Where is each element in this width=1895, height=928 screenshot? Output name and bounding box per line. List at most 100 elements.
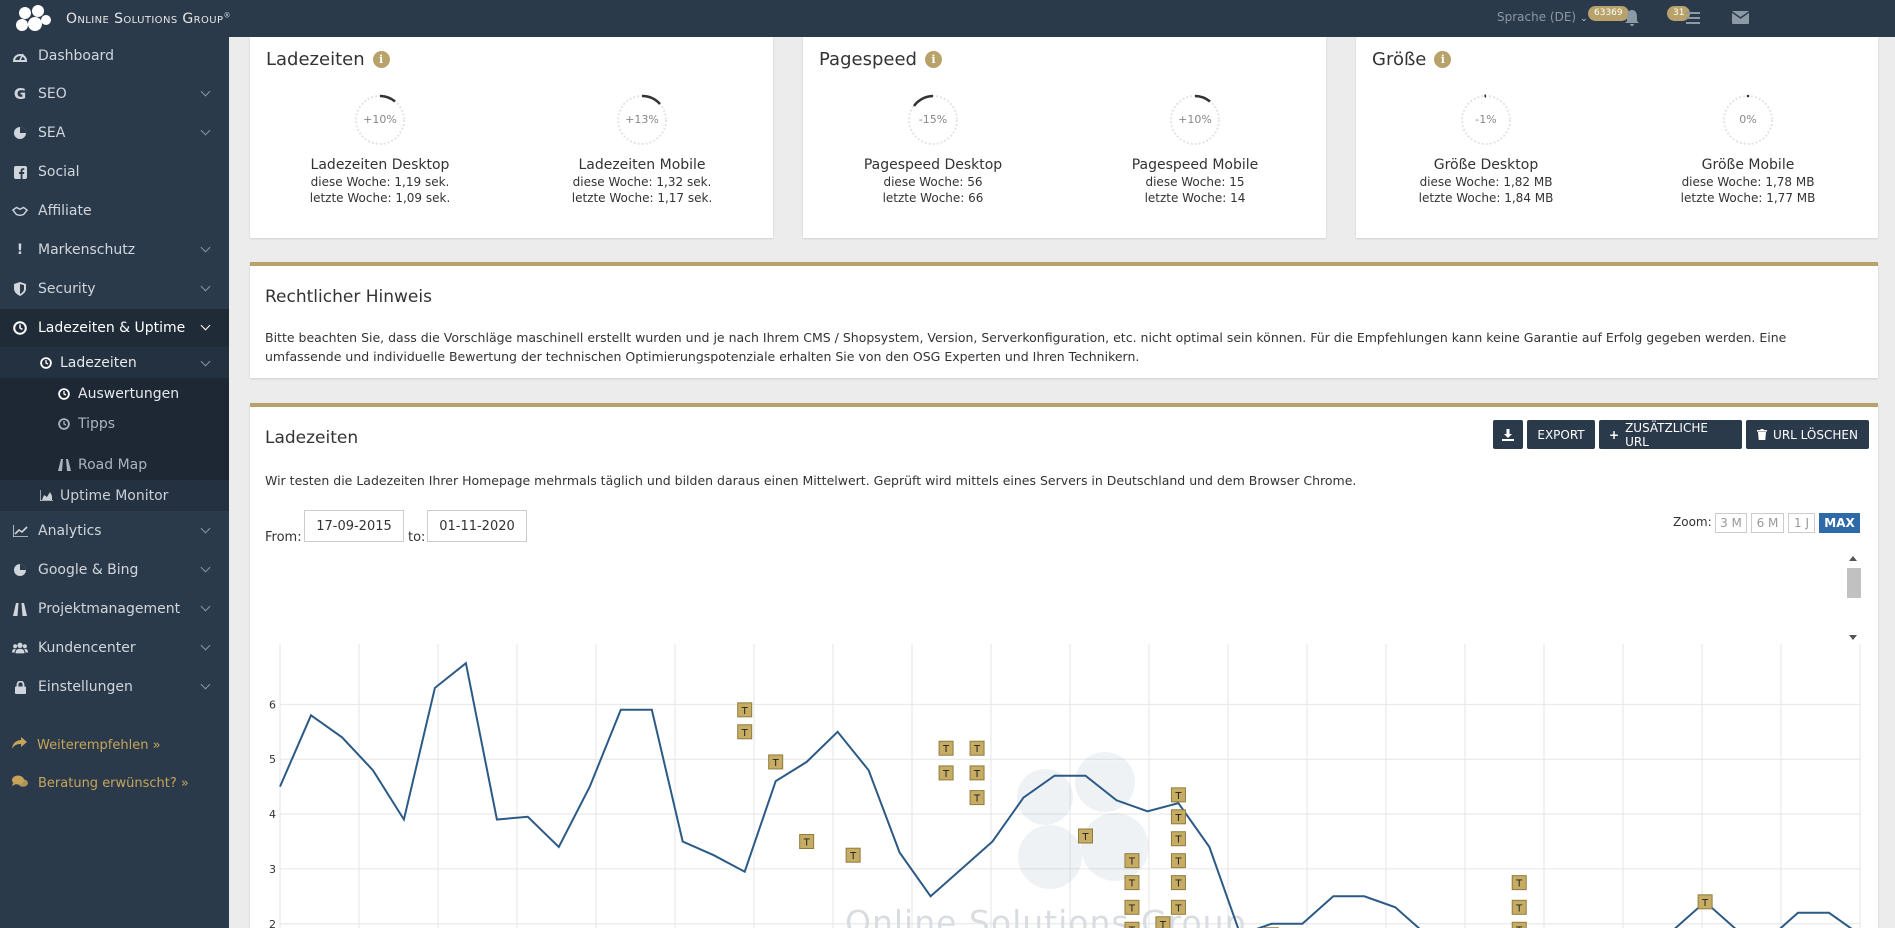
envelope-icon[interactable] (1732, 11, 1749, 24)
event-flag-label: T (803, 837, 811, 848)
pagespeed-card: Pagespeed i -15% Pagespeed Desktop diese … (803, 37, 1326, 238)
sidebar-item-ladezeiten-uptime[interactable]: Ladezeiten & Uptime (0, 309, 229, 347)
event-flag[interactable]: T (1170, 853, 1186, 869)
sidebar-sub-uptime-monitor[interactable]: Uptime Monitor (0, 480, 229, 511)
event-flag-box (737, 724, 753, 740)
y-tick-label: 4 (269, 808, 276, 821)
consult-link[interactable]: Beratung erwünscht? » (12, 775, 189, 792)
event-flag[interactable]: T (969, 740, 985, 756)
event-flag-box (969, 765, 985, 781)
recommend-link[interactable]: Weiterempfehlen » (12, 737, 161, 753)
event-flag[interactable]: T (1170, 875, 1186, 891)
delete-url-button[interactable]: URL LÖSCHEN (1746, 420, 1869, 449)
event-flag[interactable]: T (1511, 899, 1527, 915)
event-flag-box (1155, 916, 1171, 928)
download-button[interactable] (1493, 420, 1523, 449)
language-selector[interactable]: Sprache (DE) ⌄ (1497, 10, 1588, 24)
event-flag[interactable]: T (1124, 853, 1140, 869)
event-flag[interactable]: T (1170, 899, 1186, 915)
event-flag[interactable]: T (1170, 787, 1186, 803)
event-flag[interactable]: T (969, 790, 985, 806)
sidebar-item-analytics[interactable]: Analytics (0, 512, 229, 550)
chevron-up-icon (200, 320, 211, 331)
sidebar: Dashboard G SEO SEA Social Affiliate ! M… (0, 37, 229, 928)
zoom-3m-button[interactable]: 3 M (1715, 513, 1747, 533)
event-flag[interactable]: T (938, 765, 954, 781)
sidebar-item-seo[interactable]: G SEO (0, 75, 229, 113)
chevron-down-icon (200, 356, 211, 367)
event-flag-label: T (942, 769, 950, 780)
event-flag-box (969, 790, 985, 806)
clock-icon (58, 387, 72, 400)
osg-logo-icon[interactable] (14, 4, 52, 34)
gauge-ring: +10% (352, 92, 408, 148)
scroll-up-arrow[interactable] (1849, 556, 1857, 561)
sidebar-sub-roadmap[interactable]: Road Map (0, 450, 229, 480)
sidebar-item-kundencenter[interactable]: Kundencenter (0, 629, 229, 667)
event-flag[interactable]: T (1697, 894, 1713, 910)
sidebar-item-affiliate[interactable]: Affiliate (0, 192, 229, 230)
legal-notice-title: Rechtlicher Hinweis (265, 287, 432, 307)
event-flag[interactable]: T (737, 724, 753, 740)
metric-ladezeiten-desktop: +10% Ladezeiten Desktop diese Woche: 1,1… (260, 92, 500, 205)
sidebar-item-projektmanagement[interactable]: Projektmanagement (0, 590, 229, 628)
from-date-input[interactable]: 17-09-2015 (304, 510, 404, 542)
share-icon (12, 737, 27, 753)
event-flag[interactable]: T (1077, 828, 1093, 844)
event-flag-box (969, 740, 985, 756)
event-flag[interactable]: T (938, 740, 954, 756)
event-flag[interactable]: T (1511, 875, 1527, 891)
event-flag-box (1170, 831, 1186, 847)
groesse-card: Größe i -1% Größe Desktop diese Woche: 1,… (1356, 37, 1878, 238)
sidebar-item-markenschutz[interactable]: ! Markenschutz (0, 231, 229, 269)
zoom-6m-button[interactable]: 6 M (1751, 513, 1784, 533)
chart-description: Wir testen die Ladezeiten Ihrer Homepage… (265, 473, 1357, 488)
event-flag-label: T (942, 744, 950, 755)
event-flag[interactable]: T (845, 847, 861, 863)
zoom-1j-button[interactable]: 1 J (1788, 513, 1815, 533)
event-flag[interactable]: T (768, 754, 784, 770)
event-flag[interactable]: T (1170, 809, 1186, 825)
sidebar-item-social[interactable]: Social (0, 153, 229, 191)
tasks-badge: 31 (1667, 6, 1691, 21)
sidebar-sub-tipps[interactable]: Tipps (0, 409, 229, 439)
event-flag[interactable]: T (969, 765, 985, 781)
scroll-down-arrow[interactable] (1849, 635, 1857, 640)
event-flag[interactable]: T (1124, 875, 1140, 891)
sidebar-item-dashboard[interactable]: Dashboard (0, 37, 229, 75)
sidebar-item-sea[interactable]: SEA (0, 114, 229, 152)
scrollbar-thumb[interactable] (1847, 568, 1861, 598)
event-flag-label: T (973, 794, 981, 805)
event-flag[interactable]: T (1124, 921, 1140, 928)
event-flag-label: T (1159, 920, 1167, 928)
chart-watermark: Online Solutions Group (845, 903, 1247, 928)
sidebar-item-google-bing[interactable]: Google & Bing (0, 551, 229, 589)
sidebar-sub-auswertungen[interactable]: Auswertungen (0, 378, 229, 409)
export-button[interactable]: EXPORT (1527, 420, 1595, 449)
bell-icon[interactable] (1624, 9, 1640, 27)
event-flag-box (737, 702, 753, 718)
tasks-list-icon[interactable] (1686, 11, 1700, 25)
sidebar-item-security[interactable]: Security (0, 270, 229, 308)
event-flag[interactable]: T (737, 702, 753, 718)
sidebar-sub-ladezeiten[interactable]: Ladezeiten (0, 347, 229, 378)
gauge-ring: +13% (614, 92, 670, 148)
to-date-input[interactable]: 01-11-2020 (427, 510, 527, 542)
event-flag[interactable]: T (1124, 899, 1140, 915)
chevron-down-icon (200, 562, 211, 573)
event-flag[interactable]: T (1170, 831, 1186, 847)
info-icon[interactable]: i (1434, 51, 1452, 68)
event-flag[interactable]: T (1511, 921, 1527, 928)
y-axis-ticks: 2 3 4 5 6 (269, 698, 276, 928)
info-icon[interactable]: i (372, 51, 390, 68)
submenu-ladezeiten: Auswertungen Tipps (0, 378, 229, 450)
shield-icon (12, 282, 28, 296)
scrollbar[interactable] (1846, 556, 1862, 642)
event-flag[interactable]: T (1155, 916, 1171, 928)
info-icon[interactable]: i (924, 51, 942, 68)
add-url-button[interactable]: + ZUSÄTZLICHE URL (1599, 420, 1742, 449)
zoom-max-button[interactable]: MAX (1819, 513, 1860, 533)
sidebar-item-einstellungen[interactable]: Einstellungen (0, 668, 229, 706)
event-flag[interactable]: T (799, 833, 815, 849)
lock-icon (12, 680, 28, 694)
